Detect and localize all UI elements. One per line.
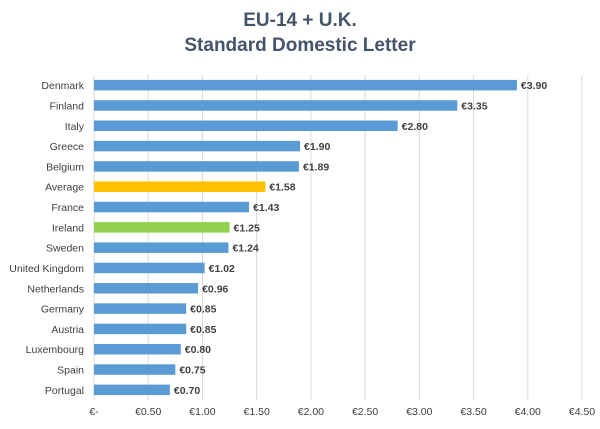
bar-austria bbox=[94, 323, 187, 335]
bar-netherlands bbox=[94, 283, 199, 294]
data-label: €0.85 bbox=[190, 324, 216, 336]
x-tick-label: €2.50 bbox=[352, 406, 378, 418]
bars bbox=[94, 79, 517, 396]
category-labels: Denmark Finland Italy Greece Belgium Average F… bbox=[9, 80, 84, 397]
category-label: Sweden bbox=[46, 243, 84, 255]
x-tick-label: €- bbox=[89, 406, 99, 418]
category-label: Denmark bbox=[41, 80, 84, 92]
category-label: Belgium bbox=[46, 161, 84, 173]
data-label: €1.25 bbox=[234, 222, 260, 234]
x-tick-labels: €- €0.50 €1.00 €1.50 €2.00 €2.50 €3.00 €3.50 €4.… bbox=[89, 406, 595, 418]
category-label: Italy bbox=[65, 121, 85, 133]
data-label: €2.80 bbox=[402, 121, 428, 133]
bar-portugal bbox=[94, 384, 170, 396]
bar-germany bbox=[94, 303, 187, 314]
x-tick-label: €4.00 bbox=[515, 406, 541, 418]
x-tick-label: €1.00 bbox=[189, 406, 215, 418]
category-label: Germany bbox=[41, 304, 85, 316]
bar-finland bbox=[94, 100, 458, 111]
category-label: Austria bbox=[51, 324, 84, 336]
category-label: Greece bbox=[50, 141, 85, 153]
bar-greece bbox=[94, 140, 301, 152]
bar-france bbox=[94, 201, 250, 213]
bar-belgium bbox=[94, 161, 299, 172]
data-label: €3.35 bbox=[461, 100, 487, 112]
category-label: Ireland bbox=[52, 222, 84, 234]
data-label: €1.90 bbox=[304, 141, 330, 153]
bar-united-kingdom bbox=[94, 262, 205, 274]
category-label: Luxembourg bbox=[26, 344, 85, 356]
x-tick-label: €0.50 bbox=[135, 406, 161, 418]
bar-ireland bbox=[94, 222, 230, 233]
x-tick-label: €2.00 bbox=[298, 406, 324, 418]
bar-spain bbox=[94, 364, 176, 375]
chart-subtitle: Standard Domestic Letter bbox=[184, 35, 416, 56]
data-label: €1.89 bbox=[303, 161, 329, 173]
bar-average bbox=[94, 181, 266, 192]
data-label: €0.75 bbox=[179, 365, 205, 377]
data-label: €0.80 bbox=[185, 344, 211, 356]
category-label: Finland bbox=[50, 100, 85, 112]
data-label: €0.70 bbox=[174, 385, 200, 397]
data-labels: €3.90 €3.35 €2.80 €1.90 €1.89 €1.58 €1.43 €1.25… bbox=[174, 80, 547, 397]
bar-luxembourg bbox=[94, 343, 181, 355]
data-label: €0.96 bbox=[202, 283, 228, 295]
category-label: Portugal bbox=[45, 385, 84, 397]
data-label: €0.85 bbox=[190, 304, 216, 316]
data-label: €1.02 bbox=[209, 263, 235, 275]
category-label: Spain bbox=[57, 365, 84, 377]
data-label: €3.90 bbox=[521, 80, 547, 92]
bar-italy bbox=[94, 120, 398, 132]
x-tick-label: €1.50 bbox=[244, 406, 270, 418]
x-tick-label: €4.50 bbox=[569, 406, 595, 418]
chart-title: EU-14 + U.K. bbox=[243, 10, 357, 31]
bar-sweden bbox=[94, 242, 229, 253]
x-tick-label: €3.50 bbox=[460, 406, 486, 418]
bar-denmark bbox=[94, 79, 517, 91]
x-tick-label: €3.00 bbox=[406, 406, 432, 418]
category-label: United Kingdom bbox=[9, 263, 84, 275]
data-label: €1.58 bbox=[269, 182, 295, 194]
category-label: Netherlands bbox=[27, 283, 84, 295]
category-label: France bbox=[51, 202, 84, 214]
data-label: €1.43 bbox=[253, 202, 279, 214]
data-label: €1.24 bbox=[232, 243, 258, 255]
category-label: Average bbox=[45, 182, 84, 194]
